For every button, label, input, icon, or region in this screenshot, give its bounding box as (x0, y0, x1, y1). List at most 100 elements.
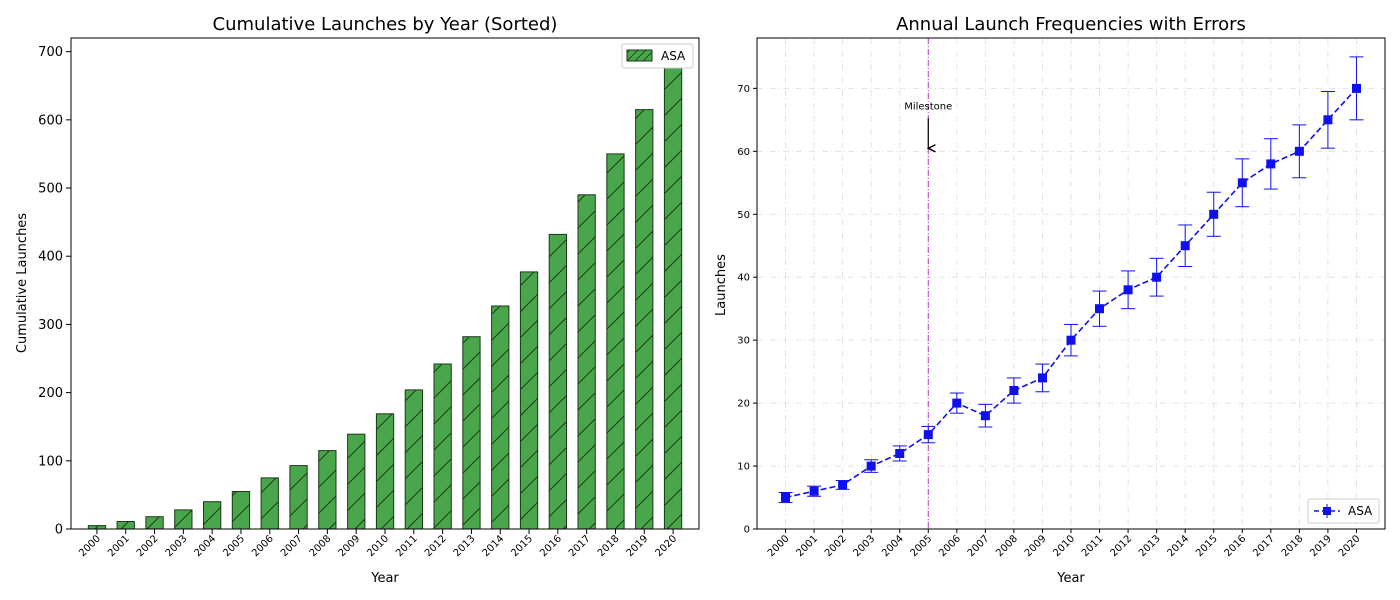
x-tick-label-2013: 2013 (452, 533, 478, 559)
x-tick-label-2000: 2000 (77, 533, 103, 559)
bar-2018 (606, 153, 625, 530)
right-grid (757, 38, 1385, 529)
bar-2010 (375, 413, 395, 530)
right-legend-marker (1323, 507, 1331, 515)
marker-2016 (1237, 178, 1247, 188)
milestone-label: Milestone (904, 101, 952, 112)
x-tick-label-2005: 2005 (221, 533, 247, 559)
x-tick-label-2015: 2015 (509, 533, 535, 559)
marker-2012 (1123, 285, 1133, 295)
x-tick-label-2014: 2014 (481, 533, 507, 559)
marker-2015 (1209, 209, 1219, 219)
marker-2006 (952, 398, 962, 408)
y-tick-label-300: 300 (38, 318, 63, 333)
x-tick-label-2020: 2020 (1337, 533, 1363, 559)
x-tick-label-2001: 2001 (794, 533, 820, 559)
marker-2001 (809, 486, 819, 496)
left-x-axis-label: Year (370, 571, 399, 586)
y-tick-label-40: 40 (737, 273, 750, 284)
bar-2005 (231, 491, 251, 530)
right-legend-box (1307, 498, 1380, 524)
y-tick-label-700: 700 (38, 45, 63, 60)
x-tick-label-2000: 2000 (766, 533, 792, 559)
y-tick-label-70: 70 (737, 84, 750, 95)
x-tick-label-2017: 2017 (1251, 533, 1277, 559)
right-x-ticks: 2000 2001 2002 2003 2004 2005 2006 2007 2008 2009… (766, 529, 1363, 559)
annual-errorbar-chart: Annual Launch Frequencies with Errors Ye… (714, 14, 1386, 586)
y-tick-label-50: 50 (737, 210, 750, 221)
y-tick-label-500: 500 (38, 182, 63, 197)
x-tick-label-2004: 2004 (880, 533, 906, 559)
marker-2013 (1152, 272, 1162, 282)
y-tick-label-0: 0 (744, 525, 750, 536)
marker-2011 (1095, 304, 1104, 314)
x-tick-label-2015: 2015 (1194, 533, 1220, 559)
bar-2012 (433, 363, 452, 530)
marker-2008 (1009, 386, 1019, 395)
y-tick-label-60: 60 (737, 147, 750, 158)
x-tick-label-2017: 2017 (567, 533, 593, 559)
bar-2016 (548, 233, 568, 530)
y-tick-label-400: 400 (38, 250, 63, 265)
x-tick-label-2013: 2013 (1137, 533, 1163, 559)
x-tick-label-2008: 2008 (308, 533, 334, 559)
y-tick-label-200: 200 (38, 386, 63, 401)
x-tick-label-2009: 2009 (337, 533, 363, 559)
bar-2003 (174, 509, 193, 530)
marker-2020 (1352, 83, 1361, 93)
bar-2019 (635, 109, 654, 530)
x-tick-label-2010: 2010 (365, 533, 391, 559)
y-tick-label-30: 30 (737, 336, 750, 347)
right-legend-label: ASA (1348, 504, 1373, 518)
right-plot-frame (756, 37, 1386, 530)
right-series-group (778, 56, 1364, 504)
bar-2014 (491, 305, 510, 530)
right-chart-title: Annual Launch Frequencies with Errors (896, 14, 1246, 35)
marker-2005 (923, 430, 933, 440)
bar-2001 (116, 521, 135, 530)
x-tick-label-2007: 2007 (966, 533, 992, 559)
marker-2014 (1180, 241, 1190, 251)
x-tick-label-2018: 2018 (1280, 533, 1306, 559)
right-y-ticks: 0 10 20 30 40 50 60 70 (737, 84, 757, 536)
x-tick-label-2008: 2008 (994, 533, 1020, 559)
right-y-axis-label: Launches (714, 254, 729, 316)
bar-2013 (462, 336, 481, 530)
marker-2000 (781, 493, 790, 502)
bar-2017 (577, 194, 596, 530)
x-tick-label-2016: 2016 (1223, 533, 1249, 559)
x-tick-label-2004: 2004 (193, 533, 219, 559)
x-tick-label-2002: 2002 (823, 533, 849, 559)
x-tick-label-2001: 2001 (106, 533, 132, 559)
bar-2002 (145, 516, 164, 530)
cumulative-bar-chart: Cumulative Launches by Year (Sorted) Yea… (15, 14, 700, 586)
x-tick-label-2006: 2006 (937, 533, 963, 559)
marker-2018 (1294, 146, 1304, 156)
marker-2004 (895, 449, 905, 458)
bar-2009 (347, 433, 366, 530)
left-legend-label: ASA (661, 49, 686, 63)
bar-2008 (318, 450, 337, 530)
y-tick-label-0: 0 (55, 523, 63, 538)
series-line-asa (785, 87, 1358, 499)
x-tick-label-2002: 2002 (135, 533, 161, 559)
y-tick-label-600: 600 (38, 113, 63, 128)
marker-2017 (1266, 159, 1276, 169)
x-tick-label-2019: 2019 (625, 533, 651, 559)
left-y-axis-label: Cumulative Launches (15, 213, 30, 353)
x-tick-label-2003: 2003 (164, 533, 190, 559)
x-tick-label-2018: 2018 (596, 533, 622, 559)
left-bars-group (87, 61, 683, 530)
marker-2019 (1323, 115, 1333, 125)
right-legend: ASA (1307, 498, 1380, 524)
left-x-ticks: 2000 2001 2002 2003 2004 2005 2006 2007 2008 2009… (77, 529, 679, 559)
bar-2007 (289, 465, 308, 530)
x-tick-label-2003: 2003 (852, 533, 878, 559)
left-chart-title: Cumulative Launches by Year (Sorted) (213, 14, 558, 35)
x-tick-label-2012: 2012 (423, 533, 449, 559)
x-tick-label-2011: 2011 (394, 533, 420, 559)
marker-2009 (1038, 373, 1047, 383)
bar-2000 (87, 525, 107, 530)
